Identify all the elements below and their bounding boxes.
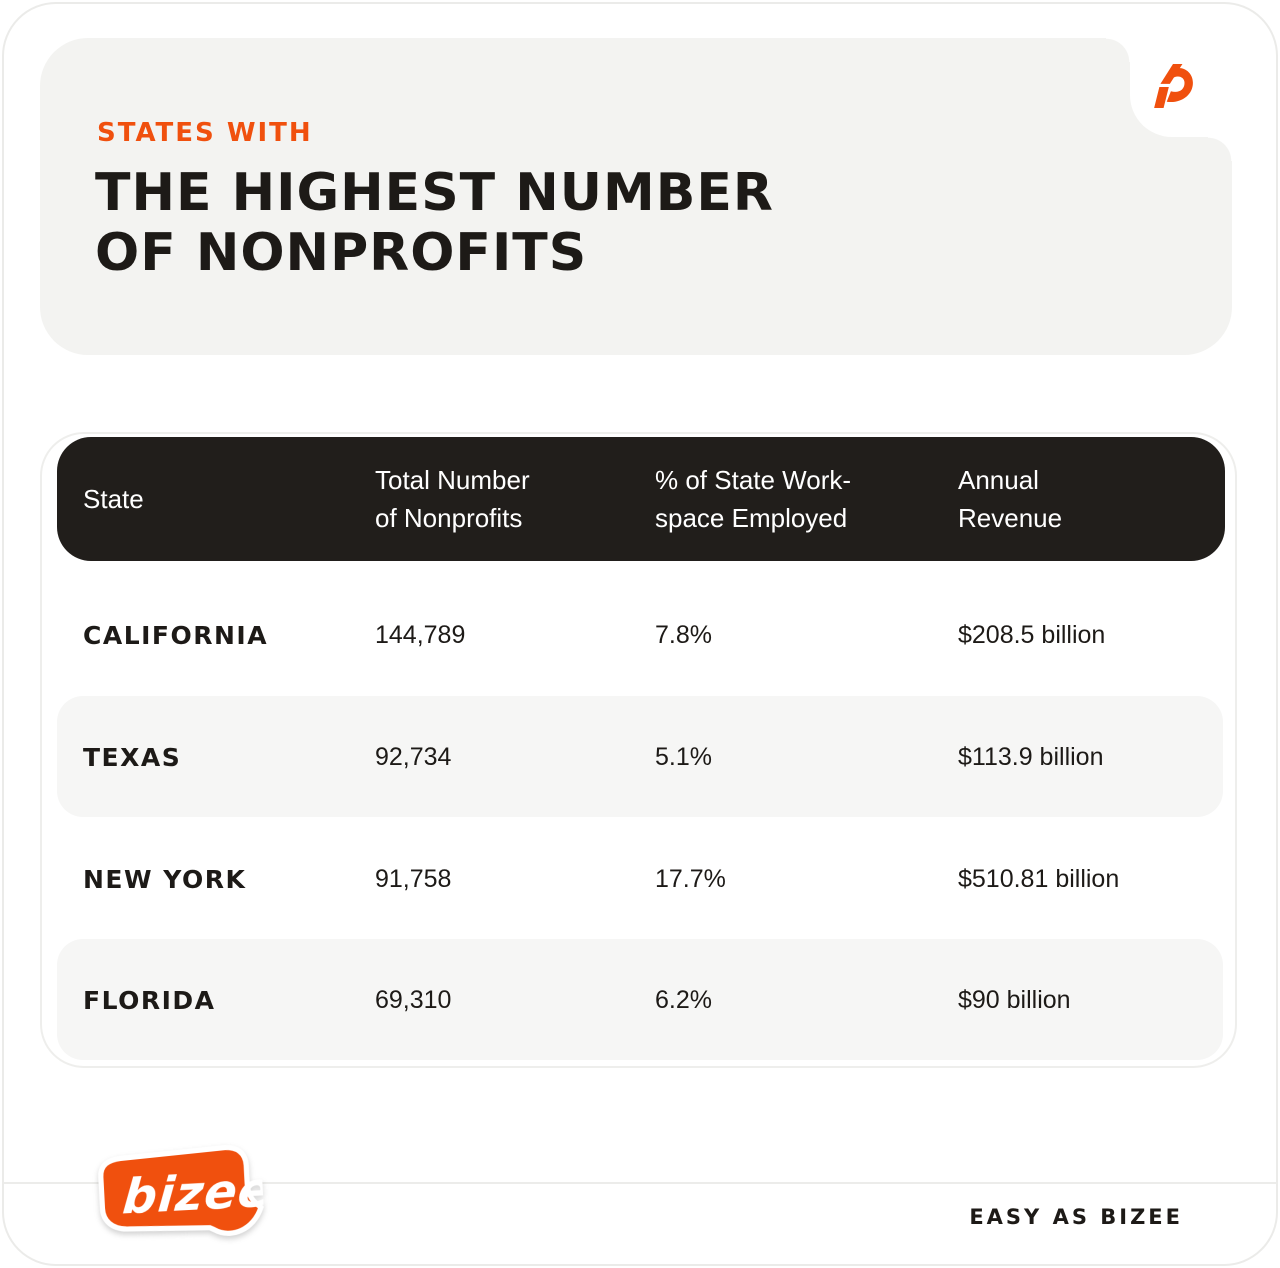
column-header-workforce: % of State Work- space Employed xyxy=(655,465,852,533)
table-row: TEXAS 92,734 5.1% $113.9 billion xyxy=(40,696,1237,818)
column-header-revenue: Annual Revenue xyxy=(958,465,1063,533)
state-name: NEW YORK xyxy=(83,864,247,894)
kicker-text: STATES WITH xyxy=(97,118,313,148)
row-alt-background xyxy=(57,696,1223,817)
nonprofits-value: 144,789 xyxy=(375,620,466,649)
row-alt-background xyxy=(57,939,1223,1060)
workforce-value: 17.7% xyxy=(655,864,726,893)
state-name: FLORIDA xyxy=(83,985,216,1015)
logo-notch xyxy=(1130,38,1232,137)
revenue-value: $208.5 billion xyxy=(958,620,1106,649)
workforce-value: 6.2% xyxy=(655,985,712,1014)
revenue-value: $90 billion xyxy=(958,985,1071,1014)
tagline-text: EASY AS BIZEE xyxy=(969,1205,1183,1229)
bizee-wordmark-logo: bizee xyxy=(98,1144,266,1236)
revenue-value: $113.9 billion xyxy=(958,742,1104,771)
table-row: CALIFORNIA 144,789 7.8% $208.5 billion xyxy=(40,574,1237,696)
state-name: TEXAS xyxy=(83,742,182,772)
column-header-nonprofits: Total Number of Nonprofits xyxy=(375,465,530,533)
footer-divider xyxy=(3,1182,1277,1184)
notch-fillet-bottom xyxy=(1208,137,1232,161)
table-row: FLORIDA 69,310 6.2% $90 billion xyxy=(40,939,1237,1061)
nonprofits-value: 69,310 xyxy=(375,985,452,1014)
notch-fillet-left xyxy=(1106,38,1130,62)
wordmark-text: bizee xyxy=(120,1162,265,1226)
workforce-value: 7.8% xyxy=(655,620,712,649)
nonprofits-value: 91,758 xyxy=(375,864,452,893)
table-header-row: State Total Number of Nonprofits % of St… xyxy=(57,437,1225,561)
header-panel xyxy=(40,38,1232,355)
revenue-value: $510.81 billion xyxy=(958,864,1120,893)
state-name: CALIFORNIA xyxy=(83,620,269,650)
nonprofits-value: 92,734 xyxy=(375,742,452,771)
table-row: NEW YORK 91,758 17.7% $510.81 billion xyxy=(40,818,1237,940)
workforce-value: 5.1% xyxy=(655,742,712,771)
page-title: THE HIGHEST NUMBER OF NONPROFITS xyxy=(95,163,774,283)
bizee-b-monogram-icon xyxy=(1154,64,1193,108)
column-header-state: State xyxy=(83,484,144,514)
nonprofits-table: State Total Number of Nonprofits % of St… xyxy=(40,432,1237,1068)
